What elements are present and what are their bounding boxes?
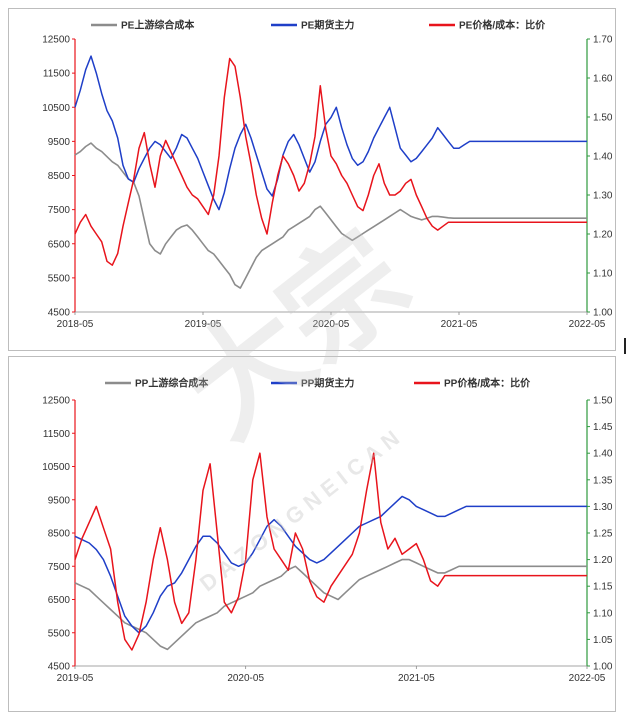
y2-tick-label: 1.40 bbox=[593, 449, 613, 460]
x-tick-label: 2021-05 bbox=[441, 319, 478, 330]
y2-tick-label: 1.70 bbox=[593, 35, 613, 46]
y-tick-label: 6500 bbox=[48, 595, 71, 606]
y-tick-label: 12500 bbox=[42, 35, 70, 46]
x-tick-label: 2019-05 bbox=[57, 673, 94, 684]
y2-tick-label: 1.00 bbox=[593, 308, 613, 319]
x-tick-label: 2020-05 bbox=[313, 319, 350, 330]
x-tick-label: 2021-05 bbox=[398, 673, 435, 684]
y-tick-label: 11500 bbox=[43, 429, 71, 440]
legend-label: PP期货主力 bbox=[301, 377, 354, 390]
y-tick-label: 4500 bbox=[48, 308, 71, 319]
y2-tick-label: 1.40 bbox=[593, 152, 613, 163]
series-line-3 bbox=[74, 452, 587, 651]
y-tick-label: 8500 bbox=[48, 171, 71, 182]
y-tick-label: 5500 bbox=[48, 628, 71, 639]
y-tick-label: 10500 bbox=[42, 462, 70, 473]
y-tick-label: 9500 bbox=[48, 495, 71, 506]
y2-tick-label: 1.25 bbox=[593, 529, 613, 540]
y-tick-label: 7500 bbox=[48, 205, 71, 216]
text-cursor bbox=[624, 338, 626, 354]
y-tick-label: 9500 bbox=[48, 137, 71, 148]
pp-chart: 4500 5500 6500 7500 8500 9500 10500 11500 12500 1… bbox=[42, 377, 613, 685]
y2-tick-label: 1.10 bbox=[593, 608, 613, 619]
series-line-1 bbox=[74, 142, 587, 289]
y-tick-label: 11500 bbox=[43, 69, 71, 80]
y2-tick-label: 1.50 bbox=[593, 396, 613, 407]
legend-label: PE上游综合成本 bbox=[121, 19, 195, 32]
x-tick-label: 2018-05 bbox=[57, 319, 94, 330]
x-tick-label: 2022-05 bbox=[569, 319, 606, 330]
y2-tick-label: 1.20 bbox=[593, 555, 613, 566]
y2-tick-label: 1.35 bbox=[593, 475, 613, 486]
series-line-2 bbox=[74, 495, 587, 634]
x-tick-label: 2019-05 bbox=[185, 319, 222, 330]
x-tick-label: 2020-05 bbox=[227, 673, 264, 684]
y-tick-label: 6500 bbox=[48, 239, 71, 250]
y-tick-label: 4500 bbox=[48, 662, 71, 673]
series-line-2 bbox=[74, 55, 587, 211]
series-line-3 bbox=[74, 57, 587, 266]
y-tick-label: 5500 bbox=[48, 273, 71, 284]
pe-chart: 4500 5500 6500 7500 8500 9500 10500 11500 12500 1… bbox=[42, 19, 613, 331]
y-tick-label: 8500 bbox=[48, 529, 71, 540]
y2-tick-label: 1.05 bbox=[593, 635, 613, 646]
pp-chart-panel: 4500 5500 6500 7500 8500 9500 10500 11500 12500 1… bbox=[8, 356, 616, 712]
y2-tick-label: 1.15 bbox=[593, 582, 613, 593]
y2-tick-label: 1.00 bbox=[593, 662, 613, 673]
y-tick-label: 12500 bbox=[42, 396, 70, 407]
y2-tick-label: 1.20 bbox=[593, 230, 613, 241]
legend-label: PE价格/成本：比价 bbox=[459, 19, 546, 32]
pe-chart-panel: 4500 5500 6500 7500 8500 9500 10500 11500 12500 1… bbox=[8, 8, 616, 351]
y2-tick-label: 1.45 bbox=[593, 422, 613, 433]
y2-tick-label: 1.30 bbox=[593, 191, 613, 202]
y2-tick-label: 1.30 bbox=[593, 502, 613, 513]
y2-tick-label: 1.50 bbox=[593, 113, 613, 124]
series-line-1 bbox=[74, 558, 587, 651]
legend-label: PP价格/成本：比价 bbox=[444, 377, 531, 390]
y-tick-label: 7500 bbox=[48, 562, 71, 573]
x-tick-label: 2022-05 bbox=[569, 673, 606, 684]
y-tick-label: 10500 bbox=[42, 103, 70, 114]
y2-tick-label: 1.10 bbox=[593, 269, 613, 280]
y2-tick-label: 1.60 bbox=[593, 74, 613, 85]
legend-label: PP上游综合成本 bbox=[135, 377, 209, 390]
legend-label: PE期货主力 bbox=[301, 19, 354, 32]
